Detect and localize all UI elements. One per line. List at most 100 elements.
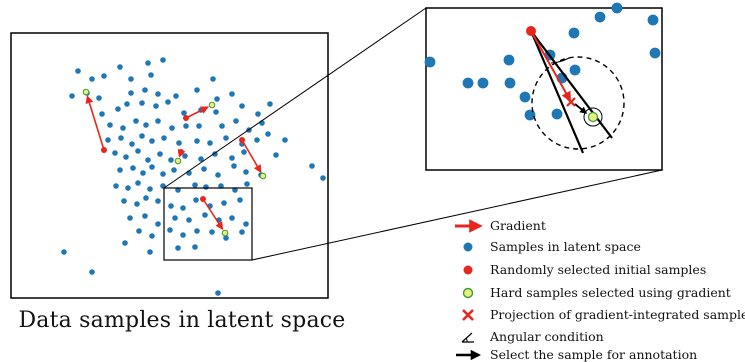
latent-sample-dot: [123, 154, 129, 160]
latent-sample-dot: [255, 111, 261, 117]
latent-sample-dot: [241, 149, 247, 155]
latent-sample-dot: [320, 175, 326, 181]
latent-sample-dot: [112, 150, 118, 156]
latent-sample-dot: [282, 137, 288, 143]
legend: Gradient Samples in latent space Randoml…: [455, 218, 745, 362]
latent-sample-dot: [96, 95, 102, 101]
latent-space-panel: [10, 32, 329, 299]
hard-sample-dot: [587, 111, 599, 123]
latent-sample-dot: [148, 72, 154, 78]
latent-sample-dot: [219, 123, 225, 129]
latent-sample-dot: [175, 187, 181, 193]
latent-sample-dot: [594, 11, 606, 23]
latent-sample-dot: [140, 170, 146, 176]
initial-sample-dot: [526, 26, 536, 36]
latent-sample-dot: [161, 135, 167, 141]
latent-sample-dot: [160, 57, 166, 63]
latent-sample-dot: [120, 125, 126, 131]
latent-sample-dot: [173, 93, 179, 99]
latent-sample-dot: [207, 140, 213, 146]
latent-sample-dot: [135, 180, 141, 186]
latent-sample-dot: [214, 96, 220, 102]
latent-sample-dot: [117, 64, 123, 70]
latent-sample-dot: [524, 109, 536, 121]
latent-sample-dot: [229, 155, 235, 161]
latent-sample-dot: [122, 240, 128, 246]
zoom-connector-top: [163, 7, 427, 189]
legend-item-projection: Projection of gradient-integrated sample: [462, 307, 745, 322]
latent-sample-dot: [183, 123, 189, 129]
hard-sample-dot: [259, 172, 267, 180]
latent-sample-dot: [143, 122, 149, 128]
latent-sample-dot: [477, 77, 489, 89]
latent-sample-dot: [153, 103, 159, 109]
latent-sample-dot: [223, 135, 229, 141]
legend-label-select-annotation: Select the sample for annotation: [490, 347, 697, 362]
latent-sample-dot: [160, 171, 166, 177]
latent-sample-dot: [127, 215, 133, 221]
legend-label-latent-samples: Samples in latent space: [490, 239, 641, 254]
latent-sample-dot: [237, 197, 243, 203]
hard-sample-dot: [208, 101, 216, 109]
latent-sample-dot: [504, 77, 516, 89]
latent-sample-dot: [107, 122, 113, 128]
blue-dot-icon: [463, 242, 473, 252]
latent-sample-dot: [233, 118, 239, 124]
latent-sample-dot: [129, 141, 135, 147]
latent-sample-dot: [569, 64, 581, 76]
gradient-arrow: [85, 95, 105, 151]
angle-arc: [550, 57, 570, 64]
latent-sample-dot: [169, 125, 175, 131]
latent-sample-dot: [568, 27, 580, 39]
latent-sample-dot: [209, 229, 215, 235]
legend-label-gradient: Gradient: [490, 218, 546, 233]
latent-sample-dot: [136, 228, 142, 234]
latent-sample-dot: [155, 91, 161, 97]
latent-sample-dot: [196, 123, 202, 129]
inset-content: [424, 2, 661, 154]
latent-sample-dot: [239, 103, 245, 109]
legend-item-initial-samples: Randomly selected initial samples: [463, 262, 706, 277]
latent-sample-dot: [647, 14, 659, 26]
latent-sample-dot: [149, 233, 155, 239]
latent-sample-dot: [267, 101, 273, 107]
latent-sample-dot: [215, 290, 221, 296]
angle-icon: [461, 332, 474, 343]
legend-item-angular-condition: Angular condition: [461, 329, 604, 344]
legend-item-select-annotation: Select the sample for annotation: [456, 347, 697, 362]
latent-sample-dot: [139, 100, 145, 106]
latent-sample-dot: [462, 77, 474, 89]
latent-sample-dot: [232, 187, 238, 193]
latent-sample-dot: [75, 68, 81, 74]
latent-sample-dot: [273, 152, 279, 158]
latent-sample-dot: [121, 198, 127, 204]
latent-sample-dot: [115, 106, 121, 112]
legend-label-angular-condition: Angular condition: [489, 329, 604, 344]
initial-sample-dot: [239, 137, 245, 143]
latent-sample-dot: [198, 156, 204, 162]
latent-sample-dot: [239, 229, 245, 235]
latent-sample-dot: [134, 201, 140, 207]
latent-sample-dot: [130, 165, 136, 171]
gradient-arrow: [241, 139, 262, 174]
latent-sample-dot: [229, 91, 235, 97]
angle-line-left: [529, 30, 585, 154]
latent-sample-dot: [229, 215, 235, 221]
latent-sample-dot: [155, 198, 161, 204]
latent-sample-dot: [145, 60, 151, 66]
latent-sample-dot: [143, 195, 149, 201]
zoom-region-box: [163, 187, 253, 261]
latent-sample-dot: [139, 133, 145, 139]
latent-sample-dot: [244, 181, 250, 187]
gradient-arrow: [185, 106, 209, 119]
latent-sample-dot: [89, 269, 95, 275]
latent-sample-dot: [155, 221, 161, 227]
latent-sample-dot: [193, 197, 199, 203]
initial-sample-dot: [101, 147, 107, 153]
red-dot-icon: [463, 265, 473, 275]
latent-sample-dot: [168, 157, 174, 163]
latent-sample-dot: [194, 138, 200, 144]
latent-sample-dot: [105, 137, 111, 143]
latent-sample-dot: [180, 232, 186, 238]
